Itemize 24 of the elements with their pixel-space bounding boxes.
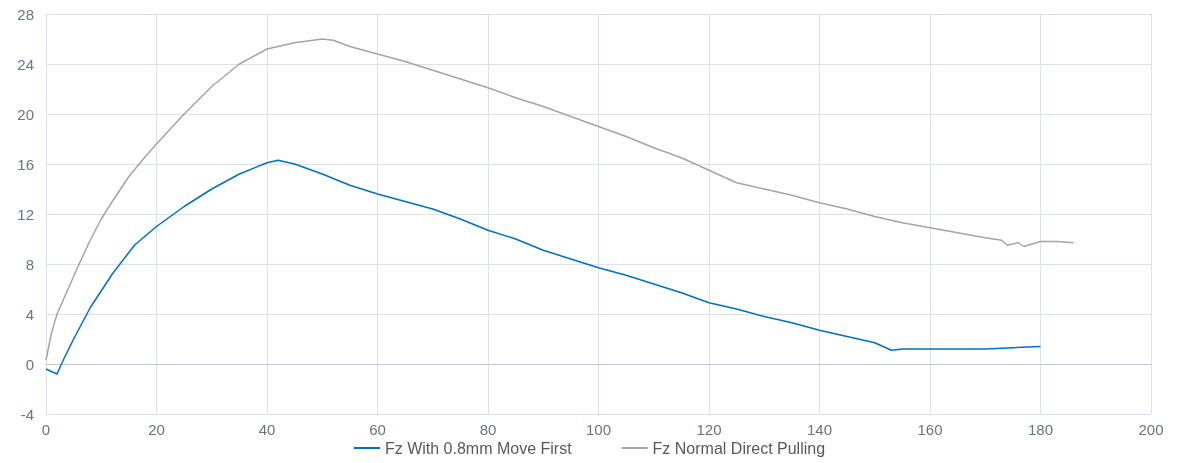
legend-label: Fz With 0.8mm Move First xyxy=(384,439,573,457)
x-tick-label: 140 xyxy=(806,421,833,438)
x-tick-label: 20 xyxy=(148,421,165,438)
y-tick-label: 16 xyxy=(17,155,34,173)
x-tick-label: 160 xyxy=(917,421,943,438)
y-tick-label: 0 xyxy=(25,355,34,373)
y-tick-label: 12 xyxy=(17,205,34,223)
x-tick-label: 120 xyxy=(696,421,722,438)
x-tick-label: 60 xyxy=(369,421,386,438)
x-tick-label: 0 xyxy=(41,421,51,438)
legend-label: Fz Normal Direct Pulling xyxy=(652,439,826,457)
x-tick-label: 180 xyxy=(1027,421,1054,438)
y-tick-label: 20 xyxy=(17,105,34,123)
y-tick-label: -4 xyxy=(20,405,34,423)
line-series xyxy=(45,38,1075,361)
y-tick-label: 28 xyxy=(17,5,34,23)
line-series xyxy=(45,159,1042,375)
y-tick-label: 24 xyxy=(17,55,34,73)
x-tick-label: 200 xyxy=(1138,421,1164,438)
x-tick-label: 100 xyxy=(585,421,612,438)
x-tick-label: 40 xyxy=(258,421,276,438)
y-tick-label: 4 xyxy=(25,305,34,323)
y-tick-label: 8 xyxy=(25,255,34,273)
x-tick-label: 80 xyxy=(479,421,497,438)
